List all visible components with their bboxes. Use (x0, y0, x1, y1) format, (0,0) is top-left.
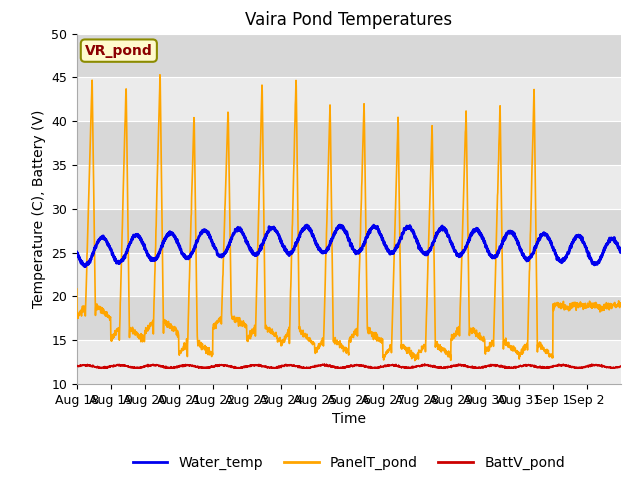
Bar (77, 252, 621, 296)
Bar (77, 340, 621, 384)
X-axis label: Time: Time (332, 412, 366, 426)
Bar (77, 209, 621, 252)
Bar (77, 77, 621, 121)
Y-axis label: Temperature (C), Battery (V): Temperature (C), Battery (V) (31, 109, 45, 308)
Bar (77, 165, 621, 209)
Text: VR_pond: VR_pond (85, 44, 153, 58)
Bar (77, 296, 621, 340)
Legend: Water_temp, PanelT_pond, BattV_pond: Water_temp, PanelT_pond, BattV_pond (127, 450, 571, 475)
Title: Vaira Pond Temperatures: Vaira Pond Temperatures (245, 11, 452, 29)
Bar (77, 121, 621, 165)
Bar (77, 34, 621, 77)
